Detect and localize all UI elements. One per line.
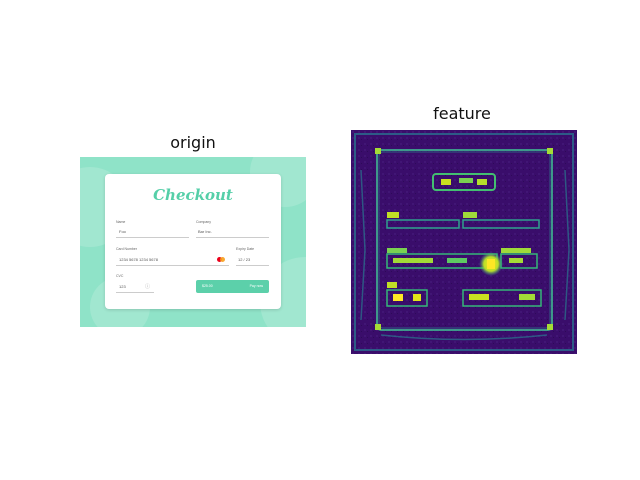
origin-panel-title: origin xyxy=(170,133,216,152)
company-underline xyxy=(196,237,269,238)
name-field[interactable]: Foo xyxy=(119,229,126,234)
expiry-underline xyxy=(236,265,269,266)
expiry-field[interactable]: 12 / 23 xyxy=(238,257,251,262)
feature-panel-title: feature xyxy=(433,104,491,123)
card-number-label: Card Number xyxy=(116,247,138,251)
name-label: Name xyxy=(116,220,126,224)
cvc-help-icon: ⓘ xyxy=(145,284,151,290)
mastercard-icon xyxy=(220,257,225,262)
card-number-field[interactable]: 1234 5678 1234 5678 xyxy=(119,257,158,262)
feature-map xyxy=(351,130,577,354)
pay-amount: $25.00 xyxy=(202,284,213,288)
name-underline xyxy=(116,237,189,238)
checkout-title: Checkout xyxy=(153,186,233,204)
company-label: Company xyxy=(196,220,211,224)
mastercard-icon xyxy=(217,257,222,262)
checkout-card: Checkout Name Foo Company Bar Inc. Card … xyxy=(105,174,281,309)
origin-image: Checkout Name Foo Company Bar Inc. Card … xyxy=(80,157,306,327)
feature-map-graphic xyxy=(351,130,577,354)
card-number-underline xyxy=(116,265,229,266)
company-field[interactable]: Bar Inc. xyxy=(198,229,212,234)
cvc-label: CVC xyxy=(116,274,124,278)
pay-button[interactable]: $25.00 Pay now xyxy=(196,280,269,293)
pay-action-label: Pay now xyxy=(249,284,263,288)
expiry-label: Expiry Date xyxy=(236,247,255,251)
cvc-field[interactable]: 123 xyxy=(119,284,126,289)
cvc-underline xyxy=(116,292,154,293)
